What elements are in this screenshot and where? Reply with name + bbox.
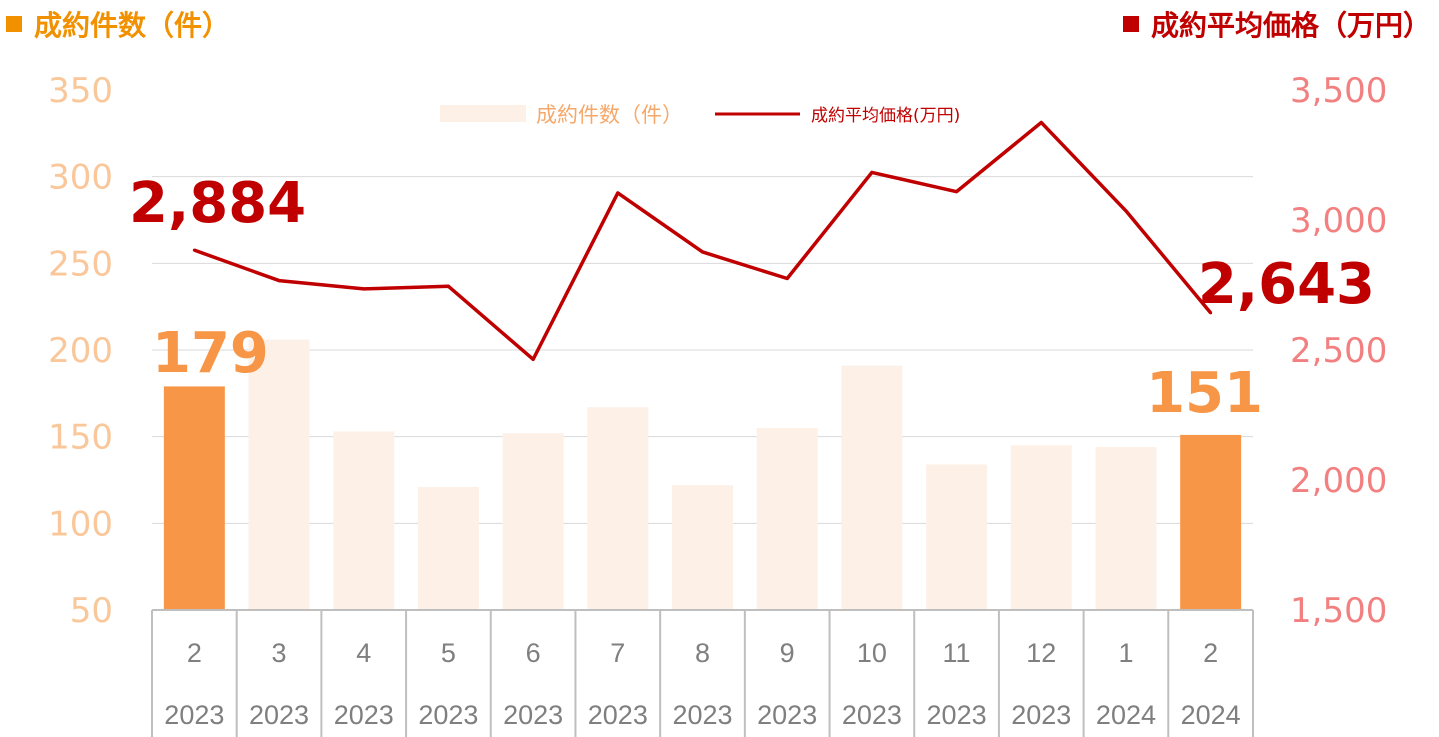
x-axis-month-label: 9	[780, 638, 795, 668]
bar	[926, 464, 988, 610]
x-axis-month-label: 12	[1026, 638, 1056, 668]
left-axis-tick-label: 100	[48, 504, 113, 544]
bar	[502, 433, 564, 610]
price-point	[1209, 311, 1213, 315]
x-axis-month-label: 11	[943, 638, 971, 668]
data-callout-label: 179	[152, 321, 269, 386]
right-axis-tick-label: 2,000	[1290, 461, 1387, 501]
x-axis-year-label: 2024	[1096, 700, 1156, 730]
price-point	[192, 248, 196, 252]
bar	[672, 485, 733, 610]
right-axis-tick-label: 1,500	[1290, 591, 1387, 631]
x-axis-year-label: 2023	[418, 700, 478, 730]
left-axis-tick-label: 350	[48, 71, 113, 111]
data-callout-label: 151	[1146, 361, 1263, 426]
x-axis-month-label: 2	[1203, 638, 1218, 668]
x-axis-year-label: 2023	[334, 700, 394, 730]
right-axis-tick-label: 3,500	[1290, 71, 1387, 111]
x-axis-month-label: 5	[441, 638, 456, 668]
x-axis-month-label: 3	[272, 638, 287, 668]
price-point	[1039, 121, 1043, 124]
x-axis-year-label: 2023	[757, 700, 817, 730]
x-axis-year-label: 2023	[842, 700, 902, 730]
bar	[841, 365, 903, 610]
x-axis-month-label: 6	[526, 638, 541, 668]
right-header-swatch	[1122, 16, 1139, 32]
price-point	[1124, 209, 1128, 213]
bar	[587, 407, 649, 610]
data-callout-label: 2,884	[129, 171, 306, 236]
x-axis-year-label: 2024	[1181, 700, 1241, 730]
price-point	[870, 170, 874, 174]
price-line	[193, 120, 1212, 362]
right-axis-tick-label: 2,500	[1290, 331, 1387, 371]
x-axis-month-label: 7	[610, 638, 625, 668]
legend-bar-label: 成約件数（件）	[536, 103, 683, 127]
bar	[1095, 447, 1157, 610]
right-header-label: 成約平均価格（万円）	[1150, 9, 1431, 42]
price-point	[616, 191, 620, 195]
left-header-label: 成約件数（件）	[34, 9, 231, 42]
legend-bar-swatch	[440, 105, 526, 122]
bar	[417, 486, 479, 610]
left-axis-tick-label: 300	[48, 158, 113, 198]
left-axis-tick-label: 150	[48, 418, 113, 458]
price-point	[531, 357, 535, 361]
x-axis-year-label: 2023	[503, 700, 563, 730]
right-axis-tick-label: 3,000	[1290, 201, 1387, 241]
x-axis-year-label: 2023	[249, 700, 309, 730]
x-axis-year-label: 2023	[588, 700, 648, 730]
x-axis-year-label: 2023	[1011, 700, 1071, 730]
price-point	[446, 284, 450, 288]
bar	[333, 431, 395, 610]
left-header-swatch	[6, 16, 22, 32]
legend-line-label: 成約平均価格(万円)	[811, 106, 960, 126]
x-axis-month-label: 1	[1118, 638, 1133, 668]
x-axis-month-label: 10	[857, 638, 887, 668]
price-point	[277, 279, 281, 283]
x-axis-year-label: 2023	[164, 700, 224, 730]
bar	[1010, 445, 1072, 610]
x-axis-year-label: 2023	[927, 700, 987, 730]
x-axis-month-label: 8	[695, 638, 710, 668]
x-axis-month-label: 4	[356, 638, 371, 668]
left-axis-tick-label: 200	[48, 331, 113, 371]
left-axis-tick-label: 250	[48, 244, 113, 284]
price-point	[701, 250, 704, 254]
price-point	[785, 277, 789, 280]
bar	[163, 386, 225, 610]
left-axis-header: 成約件数（件）	[6, 4, 230, 44]
right-axis-header: 成約平均価格（万円）	[1122, 4, 1431, 44]
bar	[756, 428, 818, 610]
bar	[248, 339, 310, 610]
price-point	[955, 190, 959, 194]
x-axis-month-label: 2	[187, 638, 202, 668]
x-axis-year-label: 2023	[672, 700, 732, 730]
price-point	[362, 287, 366, 291]
left-axis-tick-label: 50	[70, 591, 113, 631]
bar	[1180, 434, 1242, 610]
data-callout-label: 2,643	[1198, 252, 1375, 317]
